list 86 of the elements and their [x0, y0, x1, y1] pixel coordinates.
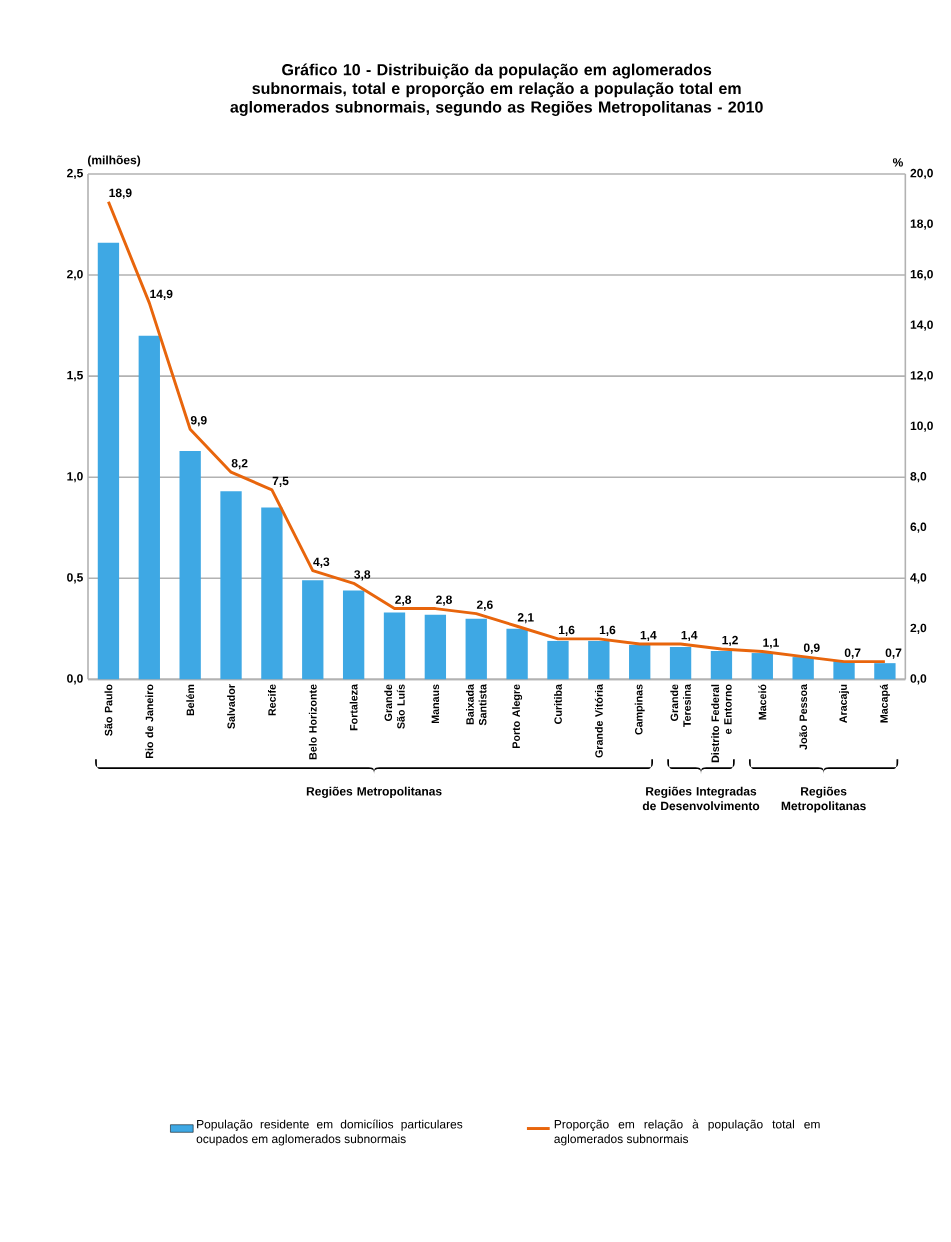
- x-tick-label: Fortaleza: [349, 683, 358, 731]
- y-axis-title: (milhões): [87, 155, 141, 167]
- x-tick-label: Porto Alegre: [512, 684, 523, 748]
- x-tick-label: Maceió: [758, 684, 767, 720]
- y-tick-label: 2,5: [67, 168, 83, 180]
- data-label: 1,2: [722, 635, 738, 647]
- y-tick-label: 1,0: [67, 472, 83, 483]
- text: Regiões Metropolitanas: [781, 786, 866, 813]
- data-label: 1,6: [558, 625, 575, 636]
- data-label: 1,4: [640, 630, 657, 642]
- x-tick-label: São Paulo: [104, 684, 113, 736]
- x-tick-label: Macapá: [879, 684, 890, 723]
- data-label: 1,6: [599, 625, 616, 636]
- y2-tick-label: 8,0: [910, 472, 927, 483]
- data-label: 14,9: [150, 289, 173, 300]
- x-tick-label: Salvador: [227, 684, 235, 729]
- y2-tick-label: 20,0: [910, 168, 933, 180]
- data-label: 3,8: [354, 570, 371, 581]
- data-label: 0,9: [803, 643, 820, 654]
- bar: [588, 640, 610, 680]
- bar: [220, 491, 242, 680]
- x-tick-label: Aracaju: [839, 684, 850, 723]
- bar: [97, 242, 120, 680]
- legend-label: Proporção em relação à população total em aglomerados subnormais: [554, 1119, 820, 1146]
- y-tick-label: 2,0: [67, 269, 83, 281]
- line-series: [106, 200, 887, 664]
- x-tick-label: Recife: [267, 684, 276, 716]
- y2-tick-label: 12,0: [910, 371, 933, 382]
- data-label: 2,6: [476, 600, 493, 611]
- chart-title: Gráfico 10 - Distribuição da população em aglomerados subnormais, total e proporção em relação a população total em aglomerados subnormais, segundo as Regiões Metropolitanas - 2010: [230, 63, 763, 116]
- x-tick-label: Baixada Santista: [465, 683, 487, 726]
- bar: [547, 640, 569, 680]
- bar: [261, 507, 283, 680]
- data-label: 2,8: [436, 595, 452, 606]
- x-tick-label: Distrito Federal e Entorno: [711, 684, 732, 763]
- y-tick-label: 0,5: [67, 573, 83, 584]
- data-label: 4,3: [313, 557, 330, 568]
- text: Regiões Metropolitanas: [306, 786, 442, 798]
- text: Regiões Integradas de Desenvolvimento: [642, 786, 760, 811]
- bar: [506, 628, 528, 680]
- bar: [383, 612, 406, 680]
- y2-tick-label: 4,0: [910, 573, 927, 584]
- y2-tick-label: 10,0: [910, 421, 933, 432]
- bar: [138, 335, 160, 680]
- data-label: 7,5: [272, 476, 289, 487]
- bar: [669, 646, 692, 680]
- x-tick-label: Grande Teresina: [670, 683, 691, 727]
- y2-tick-label: 16,0: [910, 269, 933, 281]
- x-tick-label: João Pessoa: [799, 683, 808, 750]
- bar: [833, 661, 855, 680]
- data-label: 9,9: [190, 416, 207, 427]
- data-label: 8,2: [231, 458, 248, 470]
- y2-tick-label: 18,0: [910, 219, 933, 230]
- y2-tick-label: 0,0: [910, 674, 927, 685]
- y2-tick-label: 2,0: [910, 623, 927, 634]
- y2-axis-title: %: [892, 158, 903, 167]
- x-tick-label: Manaus: [431, 684, 440, 724]
- legend-label: População residente em domicílios particulares ocupados em aglomerados subnormais: [196, 1119, 463, 1146]
- x-tick-label: Belo Horizonte: [308, 684, 317, 760]
- bar: [792, 657, 814, 680]
- bar: [424, 614, 447, 680]
- data-label: 2,1: [517, 613, 534, 624]
- bar: [302, 580, 324, 680]
- y-tick-label: 1,5: [67, 371, 83, 382]
- data-label: 0,7: [844, 648, 861, 659]
- y2-tick-label: 6,0: [910, 522, 927, 533]
- bar: [751, 653, 773, 680]
- bar: [710, 651, 733, 680]
- data-label: 1,4: [681, 630, 698, 642]
- bar: [874, 663, 896, 680]
- data-label: 2,8: [395, 595, 412, 606]
- x-tick-label: Belém: [186, 684, 195, 716]
- data-label: 0,7: [885, 648, 902, 659]
- data-label: 18,9: [109, 188, 132, 199]
- y-tick-label: 0,0: [67, 674, 83, 685]
- y2-tick-label: 14,0: [910, 320, 933, 331]
- x-tick-label: Rio de Janeiro: [145, 684, 154, 759]
- x-tick-label: Campinas: [634, 684, 645, 735]
- x-tick-label: Curitiba: [554, 683, 562, 724]
- data-label: 1,1: [763, 638, 779, 649]
- x-tick-label: Grande Vitória: [594, 683, 603, 758]
- x-tick-label: Grande São Luís: [384, 684, 405, 729]
- bar: [629, 644, 651, 680]
- bar: [465, 618, 487, 680]
- bar: [342, 590, 365, 680]
- bar: [179, 450, 201, 680]
